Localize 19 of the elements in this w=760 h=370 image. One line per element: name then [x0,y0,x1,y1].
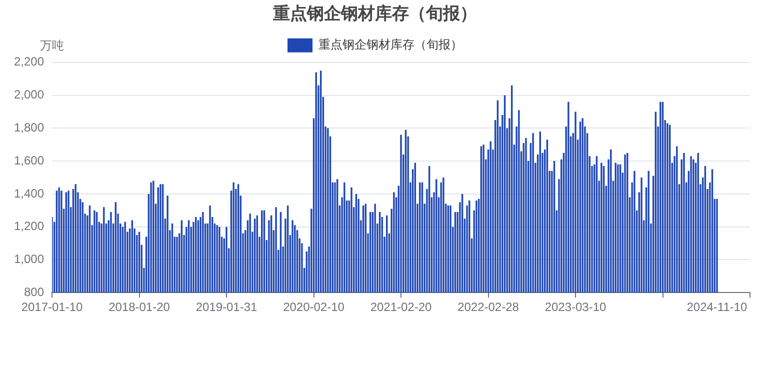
x-tick-label: 2023-03-10 [544,300,607,314]
y-tick-label: 1,600 [14,153,44,168]
y-tick-label: 2,000 [14,88,44,102]
legend-label: 重点钢企钢材库存（旬报） [318,38,462,52]
y-tick-label: 1,000 [14,252,44,266]
x-tick-label: 2020-02-10 [283,300,345,314]
y-tick-label: 1,400 [14,186,44,200]
y-axis-title: 万吨 [40,38,64,53]
chart-title: 重点钢企钢材库存（旬报） [272,4,477,23]
x-tick-label: 2019-01-31 [196,300,258,314]
x-tick-label: 2024-11-10 [686,300,748,314]
y-tick-label: 1,800 [14,120,44,134]
x-tick-label: 2018-01-20 [108,300,170,314]
y-tick-label: 2,200 [14,54,44,69]
x-tick-label: 2022-02-28 [458,300,520,314]
y-tick-label: 1,200 [14,219,44,234]
x-tick-label: 2021-02-20 [370,300,432,314]
x-tick-label: 2017-01-10 [21,300,84,314]
y-tick-label: 800 [24,284,44,299]
